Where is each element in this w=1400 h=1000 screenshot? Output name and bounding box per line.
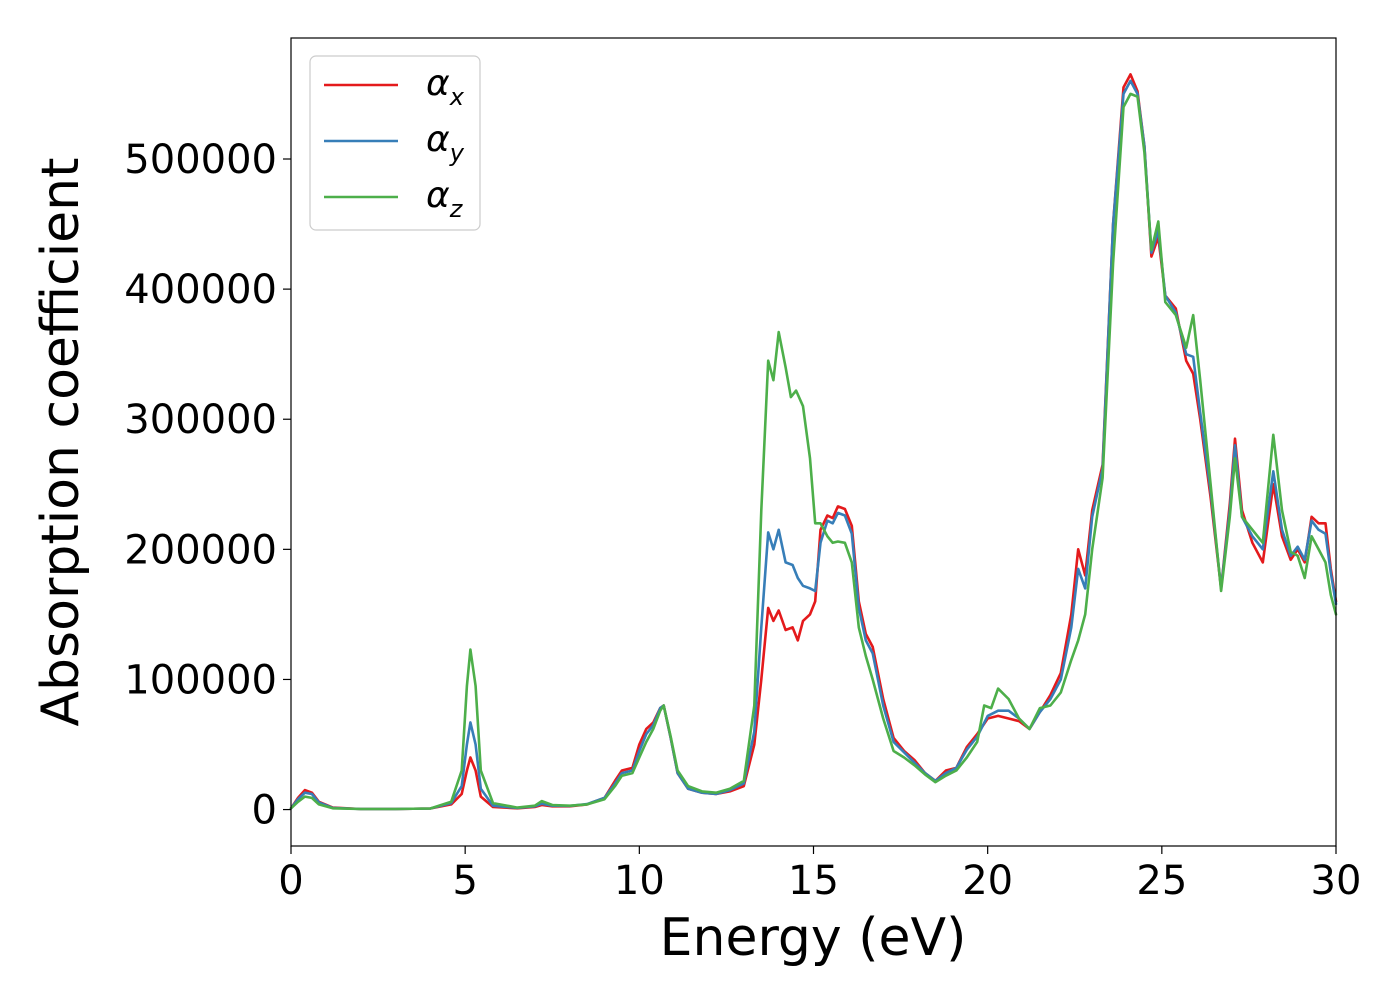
- x-tick-label: 15: [788, 858, 839, 904]
- x-tick-label: 25: [1136, 858, 1187, 904]
- series-layer: [289, 73, 1338, 811]
- y-tick-label: 200000: [124, 527, 277, 573]
- y-tick-label: 500000: [124, 137, 277, 183]
- y-tick-label: 100000: [124, 657, 277, 703]
- y-tick-label: 0: [252, 788, 277, 834]
- y-axis: 0 100000 200000 300000 400000 500000: [124, 137, 291, 834]
- y-tick-label: 400000: [124, 267, 277, 313]
- y-tick-label: 300000: [124, 397, 277, 443]
- x-axis: 0 5 10 15 20 25 30: [278, 846, 1361, 904]
- y-axis-label: Absorption coefficient: [31, 157, 91, 726]
- x-tick-label: 30: [1311, 858, 1362, 904]
- x-tick-label: 0: [278, 858, 303, 904]
- x-tick-label: 20: [962, 858, 1013, 904]
- x-axis-label: Energy (eV): [660, 908, 967, 968]
- x-tick-label: 10: [614, 858, 665, 904]
- series-line-y: [289, 79, 1338, 811]
- legend-frame: [309, 55, 481, 231]
- series-line-z: [289, 92, 1338, 811]
- x-tick-label: 5: [452, 858, 477, 904]
